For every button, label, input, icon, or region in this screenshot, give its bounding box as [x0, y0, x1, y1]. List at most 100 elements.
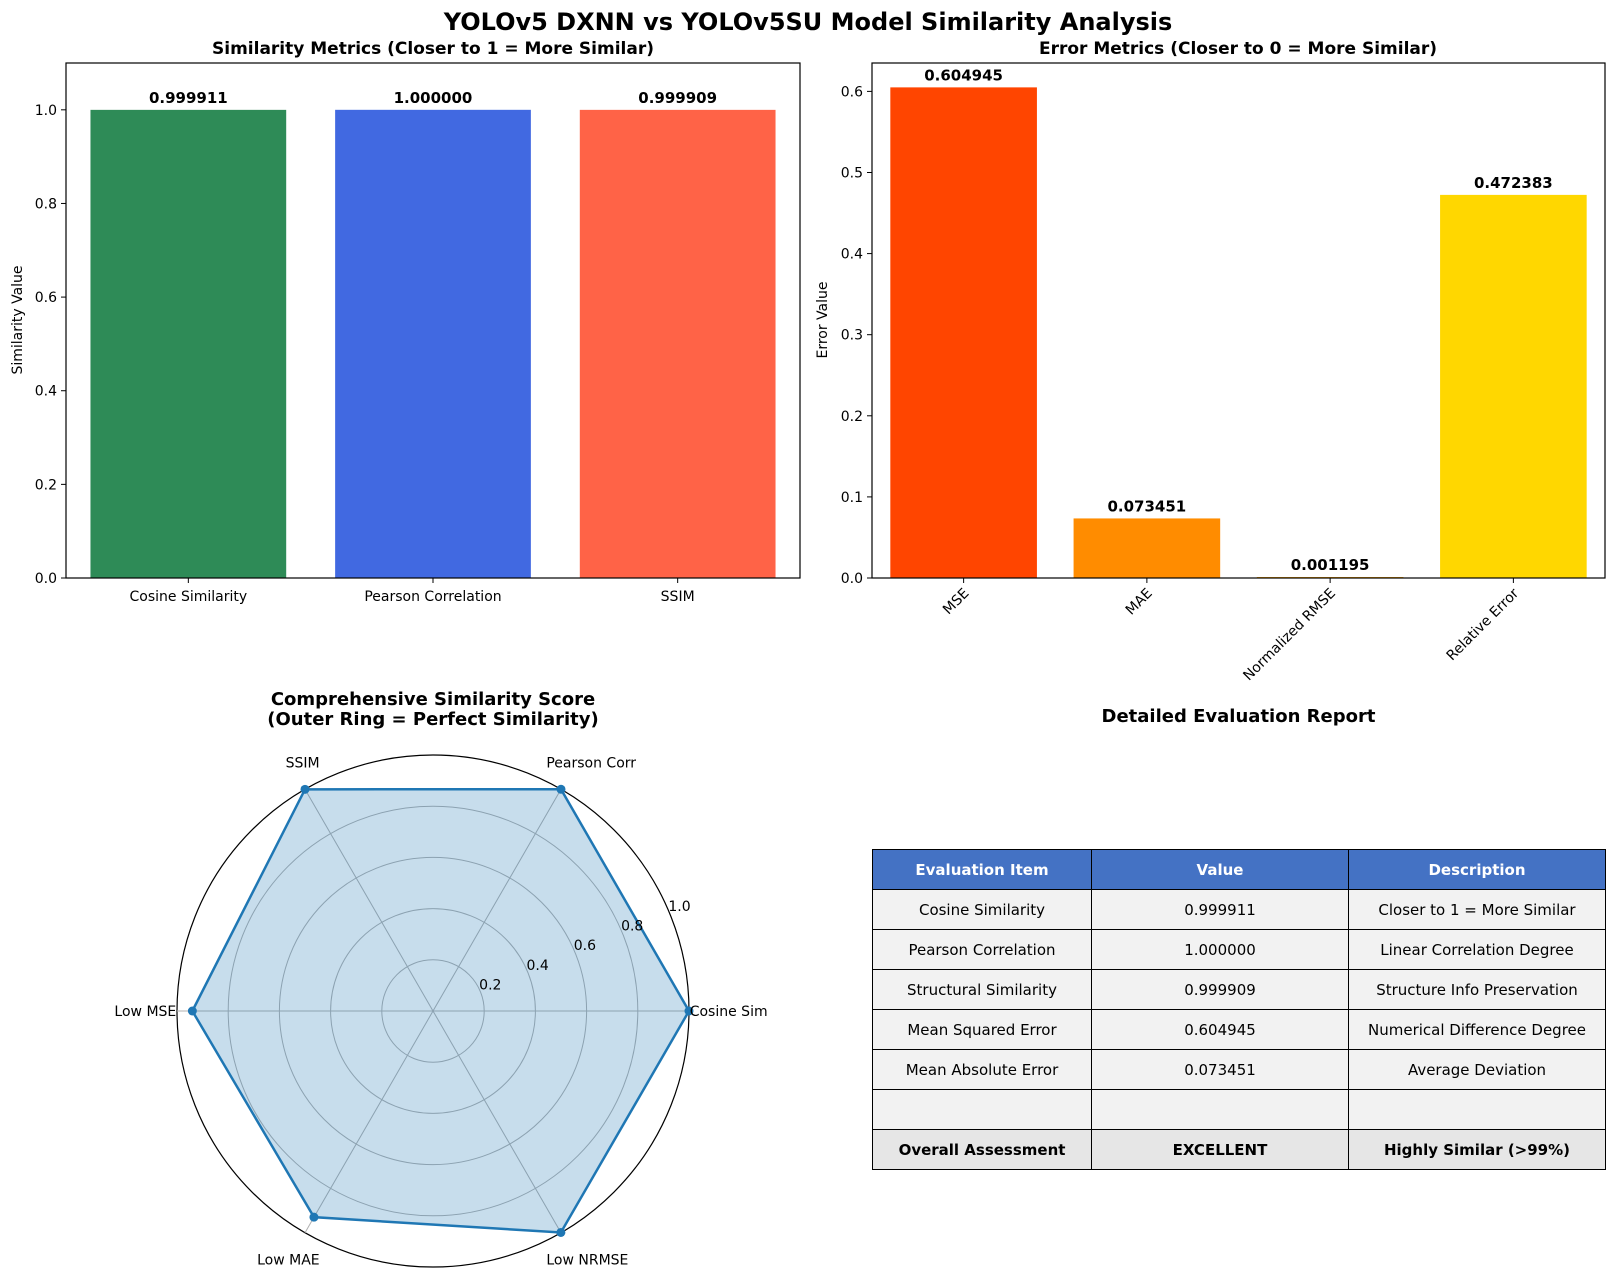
radar-rtick-label: 1.0 — [668, 899, 690, 915]
similarity-bar — [90, 109, 287, 578]
similarity-bar — [335, 109, 531, 579]
radar-point — [187, 1006, 197, 1016]
error-chart-ylabel: Error Value — [815, 281, 831, 358]
error-ytick-label: 0.0 — [841, 571, 863, 587]
radar-axis-label: SSIM — [286, 756, 320, 772]
error-metrics-chart: Error Metrics (Closer to 0 = More Simila… — [815, 39, 1606, 685]
radar-axis-label: Low MAE — [257, 1252, 320, 1268]
table-row-summary: Overall Assessment EXCELLENT Highly Simi… — [872, 1129, 1606, 1170]
error-value-label: 0.073451 — [1107, 497, 1186, 515]
error-value-label: 0.604945 — [924, 66, 1003, 84]
similarity-ytick-label: 0.6 — [35, 290, 57, 306]
error-ytick-label: 0.4 — [841, 247, 863, 263]
table-cell: 0.073451 — [1091, 1049, 1349, 1090]
error-ytick-label: 0.5 — [841, 165, 863, 181]
table-cell — [1091, 1089, 1349, 1130]
table-row: Mean Absolute Error 0.073451 Average Dev… — [872, 1049, 1606, 1090]
table-cell: 0.604945 — [1091, 1009, 1349, 1050]
table-row: Mean Squared Error 0.604945 Numerical Di… — [872, 1009, 1606, 1050]
error-bar — [1073, 518, 1221, 578]
similarity-xtick-label: Cosine Similarity — [130, 589, 248, 605]
error-xtick-label: MSE — [940, 586, 972, 618]
table-cell: Closer to 1 = More Similar — [1348, 889, 1606, 930]
radar-axis-label: Low NRMSE — [546, 1252, 628, 1268]
table-cell: Pearson Correlation — [872, 929, 1092, 970]
error-value-label: 0.472383 — [1474, 174, 1553, 192]
table-cell: Mean Absolute Error — [872, 1049, 1092, 1090]
similarity-chart-title: Similarity Metrics (Closer to 1 = More S… — [212, 39, 654, 59]
radar-spoke — [304, 1010, 434, 1233]
table-cell: Structural Similarity — [872, 969, 1092, 1010]
radar-axis-label: Cosine Sim — [690, 1004, 768, 1020]
error-bar — [890, 87, 1037, 579]
radar-point — [300, 784, 310, 794]
table-cell: Overall Assessment — [872, 1129, 1092, 1170]
table-cell: Structure Info Preservation — [1348, 969, 1606, 1010]
table-row: Structural Similarity 0.999909 Structure… — [872, 969, 1606, 1010]
similarity-chart-ylabel: Similarity Value — [10, 265, 26, 374]
table-header-cell: Value — [1091, 849, 1349, 890]
table-cell: Linear Correlation Degree — [1348, 929, 1606, 970]
error-bar — [1440, 194, 1587, 578]
similarity-xtick-label: Pearson Correlation — [364, 589, 501, 605]
table-row: Pearson Correlation 1.000000 Linear Corr… — [872, 929, 1606, 970]
error-xtick-label: Normalized RMSE — [1240, 586, 1339, 685]
similarity-ytick-label: 0.2 — [35, 477, 57, 493]
table-header-cell: Description — [1348, 849, 1606, 890]
similarity-ytick-label: 0.0 — [35, 571, 57, 587]
evaluation-report-table: Evaluation Item Value Description Cosine… — [872, 849, 1606, 1170]
table-cell: 0.999909 — [1091, 969, 1349, 1010]
radar-rtick-label: 0.8 — [621, 919, 643, 935]
similarity-chart-frame — [65, 62, 801, 579]
table-cell: Mean Squared Error — [872, 1009, 1092, 1050]
table-cell — [1348, 1089, 1606, 1130]
radar-chart: Comprehensive Similarity Score (Outer Ri… — [114, 689, 767, 1268]
radar-rtick-label: 0.6 — [574, 938, 596, 954]
radar-point — [309, 1212, 319, 1222]
similarity-ytick-label: 0.8 — [35, 196, 57, 212]
similarity-value-label: 0.999911 — [149, 89, 228, 107]
table-cell: Numerical Difference Degree — [1348, 1009, 1606, 1050]
table-cell: Cosine Similarity — [872, 889, 1092, 930]
error-chart-frame — [871, 62, 1606, 579]
radar-spoke — [432, 1010, 562, 1233]
error-ytick-label: 0.2 — [841, 409, 863, 425]
radar-spoke — [432, 789, 562, 1012]
error-value-label: 0.001195 — [1291, 556, 1370, 574]
table-cell: Highly Similar (>99%) — [1348, 1129, 1606, 1170]
radar-spoke — [304, 789, 434, 1012]
radar-rtick-label: 0.2 — [479, 977, 501, 993]
radar-point — [684, 1006, 694, 1016]
table-row-empty — [872, 1089, 1606, 1130]
report-title: Detailed Evaluation Report — [1101, 706, 1376, 727]
error-ytick-label: 0.3 — [841, 328, 863, 344]
error-ytick-label: 0.1 — [841, 490, 863, 506]
table-cell: 0.999911 — [1091, 889, 1349, 930]
error-chart-title: Error Metrics (Closer to 0 = More Simila… — [1039, 39, 1437, 59]
error-ytick-label: 0.6 — [841, 84, 863, 100]
radar-rtick-label: 0.4 — [526, 958, 548, 974]
error-xtick-label: Relative Error — [1444, 585, 1523, 664]
radar-axis-label: Low MSE — [114, 1004, 176, 1020]
table-cell: Average Deviation — [1348, 1049, 1606, 1090]
similarity-ytick-label: 1.0 — [35, 103, 57, 119]
radar-point — [556, 1227, 566, 1237]
table-header-row: Evaluation Item Value Description — [872, 849, 1606, 890]
radar-chart-subtitle: (Outer Ring = Perfect Similarity) — [267, 709, 599, 730]
radar-chart-title: Comprehensive Similarity Score — [271, 689, 595, 710]
table-row: Cosine Similarity 0.999911 Closer to 1 =… — [872, 889, 1606, 930]
similarity-bar — [579, 109, 776, 579]
similarity-xtick-label: SSIM — [661, 589, 695, 605]
radar-point — [556, 784, 566, 794]
similarity-ytick-label: 0.4 — [35, 384, 57, 400]
similarity-metrics-chart: Similarity Metrics (Closer to 1 = More S… — [10, 39, 801, 605]
radar-axis-label: Pearson Corr — [546, 756, 636, 772]
figure-suptitle: YOLOv5 DXNN vs YOLOv5SU Model Similarity… — [443, 8, 1173, 36]
table-cell: 1.000000 — [1091, 929, 1349, 970]
table-header-cell: Evaluation Item — [872, 849, 1092, 890]
similarity-value-label: 0.999909 — [638, 89, 717, 107]
similarity-value-label: 1.000000 — [394, 89, 473, 107]
error-xtick-label: MAE — [1123, 586, 1156, 619]
table-cell — [872, 1089, 1092, 1130]
